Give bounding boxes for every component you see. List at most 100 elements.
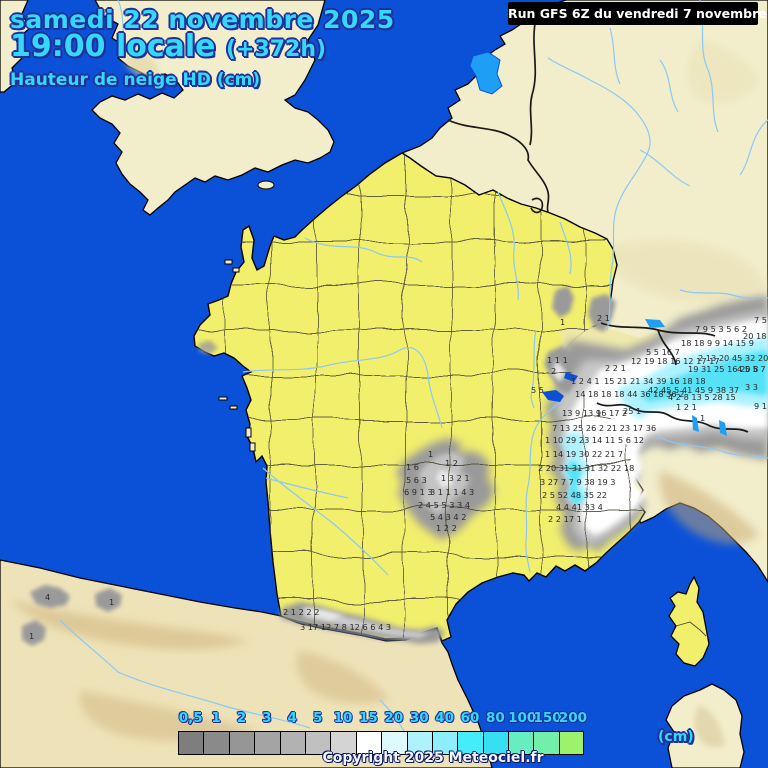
- legend-threshold-label: 15: [359, 710, 378, 726]
- snow-depth-label: 1 3 2 1: [441, 473, 470, 483]
- snow-depth-label: 20 18 18: [743, 331, 768, 341]
- snow-depth-label: 1: [428, 449, 433, 459]
- snow-depth-label: 9 1: [754, 401, 767, 411]
- snow-depth-label: 16 17 2: [596, 408, 627, 418]
- sardinia-island: [665, 683, 745, 768]
- snow-depth-label: 5 4 3 4 2: [430, 512, 466, 522]
- snow-depth-label: 18 18 9 9 14 15 9: [681, 338, 754, 348]
- legend-color-swatch: [381, 731, 407, 755]
- snow-depth-label: 3 3: [745, 382, 758, 392]
- legend-color-swatch: [330, 731, 356, 755]
- legend-color-swatch: [406, 731, 432, 755]
- forecast-date: samedi 22 novembre 2025: [10, 5, 395, 34]
- legend-color-swatch: [457, 731, 483, 755]
- snow-depth-label: 7 9 5 3 5 6 2: [695, 324, 747, 334]
- snow-depth-label: 1: [109, 597, 114, 607]
- legend-color-swatch: [482, 731, 509, 755]
- legend-threshold-label: 4: [287, 710, 297, 726]
- england-land: [91, 0, 335, 216]
- legend-color-swatch: [508, 731, 534, 755]
- snow-depth-label: 13 9 13 9: [562, 408, 601, 418]
- legend-threshold-label: 20: [384, 710, 404, 726]
- snow-depth-label: 2 13 20 45 32 20 26 8: [698, 353, 768, 363]
- snow-depth-label: 1 2: [445, 458, 458, 468]
- snow-depth-shading: [22, 286, 768, 646]
- snow-depth-label: 1: [560, 317, 565, 327]
- snow-depth-label: 5 6 3: [406, 475, 427, 485]
- snow-depth-label: 2 2 17 1: [548, 514, 582, 524]
- legend-color-swatch: [431, 731, 458, 755]
- small-islands: [218, 259, 256, 452]
- snow-depth-label: 2 1: [597, 313, 610, 323]
- snow-depth-label: 25 1: [623, 406, 641, 416]
- legend-threshold-label: 10: [333, 710, 353, 726]
- corsica-island: [668, 575, 710, 667]
- snow-depth-label: 3 17 12 7 8 12 6 6 4 3: [300, 622, 391, 632]
- snow-depth-label: 4 4 41 33 4: [556, 502, 603, 512]
- snow-depth-label: 1 2 2: [436, 523, 457, 533]
- snow-depth-label: 2: [551, 366, 556, 376]
- spain-land: [0, 559, 493, 768]
- snow-depth-label: 5 5: [531, 385, 544, 395]
- legend-threshold-label: 5: [312, 710, 323, 726]
- legend-threshold-label: 200: [558, 710, 588, 726]
- snow-depth-label: 1 6: [406, 462, 419, 472]
- snow-depth-label: 2 1 2 2 2: [283, 607, 319, 617]
- rivers: [59, 0, 768, 749]
- snow-depth-label: 1: [700, 413, 705, 423]
- snow-depth-label: 7 5: [754, 315, 767, 325]
- model-run-label: Run GFS 6Z du vendredi 7 novembre 2025: [508, 2, 768, 25]
- forecast-time-text: 19:00 locale: [10, 29, 216, 64]
- snow-depth-label: 15 21 21 34 39 16 18 18: [604, 376, 706, 386]
- snow-depth-label: 14 18 18 18 44 36 18 36 2: [575, 389, 684, 399]
- legend-color-swatch: [355, 731, 382, 755]
- snow-depth-label: 3 1 1 1 4 3: [430, 487, 474, 497]
- snow-depth-label: 7 13 25 26 2 21 23 17 36: [552, 423, 656, 433]
- snow-depth-label: 4 5 5 7 9: [737, 364, 768, 374]
- snow-depth-label: 12 19 18 16 12 17 17: [631, 356, 720, 366]
- legend-threshold-label: 0,5: [178, 710, 203, 726]
- legend-color-swatch: [203, 731, 229, 755]
- snow-depth-label: 1 10 29 23 14 11 5 6 12: [545, 435, 644, 445]
- snow-depth-label: 1 14 19 30 22 21 7: [545, 449, 623, 459]
- snow-depth-label: 1 2 4 1: [571, 376, 600, 386]
- legend-unit: (cm): [658, 729, 694, 745]
- legend-color-swatch: [533, 731, 559, 755]
- legend-labels-row: 0,5 1 2 3 4 5 10 15 20 30 40 60 80 100 150 200: [178, 710, 588, 731]
- snow-depth-label: 5 5 16 7: [646, 347, 680, 357]
- forecast-hour-offset: (+372h): [225, 37, 327, 62]
- legend-threshold-label: 1: [211, 710, 221, 726]
- ireland-land: [0, 0, 31, 93]
- color-scale-legend: 0,5 1 2 3 4 5 10 15 20 30 40 60 80 100 150 200: [178, 710, 588, 755]
- lakes: [469, 51, 727, 436]
- snow-depth-label: 1 1 1: [547, 355, 568, 365]
- legend-threshold-label: 40: [435, 710, 454, 726]
- snow-depth-label: 2 4 5 5 3 3 4: [418, 500, 470, 510]
- legend-swatches-row: [178, 731, 585, 755]
- snow-depth-label: 19 31 25 16 20 8: [688, 364, 758, 374]
- legend-color-swatch: [254, 731, 280, 755]
- snow-depth-label: 42 45 5 41 45 9 38 37: [648, 385, 739, 395]
- legend-color-swatch: [279, 731, 305, 755]
- legend-color-swatch: [558, 731, 585, 755]
- copyright-text: Copyright 2025 Meteociel.fr: [322, 750, 544, 766]
- legend-threshold-label: 2: [236, 710, 247, 726]
- snow-depth-label: 4 2 8 13 5 28 15: [668, 392, 736, 402]
- snow-depth-label: 1 2 1: [676, 402, 697, 412]
- snow-depth-label: 4: [45, 592, 50, 602]
- snow-depth-label: 2 20 31 31 31 32 22 18: [538, 463, 634, 473]
- legend-color-swatch: [304, 731, 331, 755]
- legend-threshold-label: 100: [508, 710, 537, 726]
- legend-threshold-label: 60: [460, 710, 480, 726]
- legend-color-swatch: [178, 731, 204, 755]
- forecast-time: 19:00 locale (+372h): [10, 29, 326, 64]
- product-title: Hauteur de neige HD (cm): [10, 70, 261, 90]
- snow-depth-label: 3 27 7 7 9 38 19 3: [540, 477, 616, 487]
- snow-depth-label: 1: [29, 631, 34, 641]
- snow-depth-label: 6 9 1 3: [404, 487, 433, 497]
- legend-threshold-label: 80: [485, 710, 505, 726]
- legend-threshold-label: 30: [409, 710, 429, 726]
